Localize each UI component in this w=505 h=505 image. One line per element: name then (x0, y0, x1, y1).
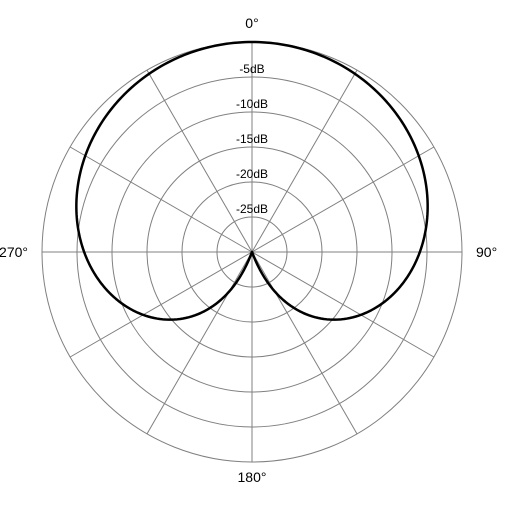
angle-label: 270° (0, 244, 28, 260)
grid-spoke (70, 252, 252, 357)
polar-chart: -5dB -10dB -15dB -20dB -25dB 0° 90° 180° 270° (0, 0, 505, 505)
angle-label: 180° (238, 469, 267, 485)
grid-spoke (70, 147, 252, 252)
db-ring-label: -10dB (236, 97, 268, 111)
angle-label: 0° (245, 15, 258, 31)
grid-spoke (252, 252, 434, 357)
db-ring-label: -15dB (236, 132, 268, 146)
grid-spoke (147, 252, 252, 434)
db-ring-label: -20dB (236, 167, 268, 181)
db-ring-label: -5dB (239, 62, 264, 76)
angle-label: 90° (476, 244, 497, 260)
db-ring-label: -25dB (236, 202, 268, 216)
grid-spoke (252, 147, 434, 252)
grid-spoke (252, 252, 357, 434)
